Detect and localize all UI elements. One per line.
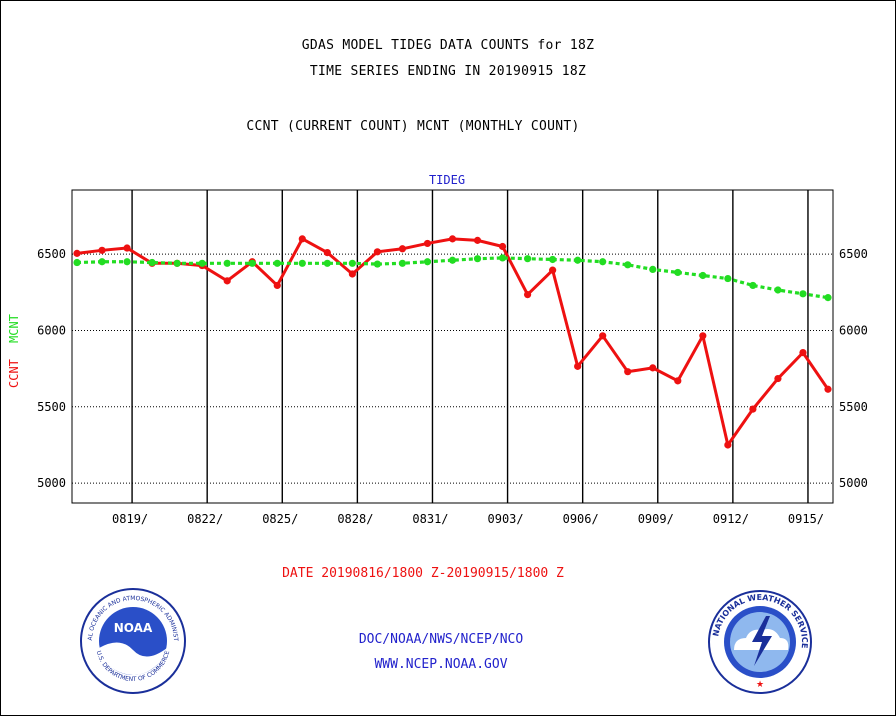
nws-logo: NATIONAL WEATHER SERVICE ★ <box>708 590 812 694</box>
data-point-ccnt <box>273 281 281 290</box>
series-line-mcnt <box>76 256 829 300</box>
ylabel-ccnt: CCNT <box>7 359 21 388</box>
chart-title-line1: GDAS MODEL TIDEG DATA COUNTS for 18Z <box>301 38 595 53</box>
data-point-ccnt <box>323 249 331 257</box>
data-point-mcnt <box>73 258 81 267</box>
data-point-mcnt <box>398 259 407 267</box>
x-tick-label: 0906/ <box>563 512 599 526</box>
data-point-mcnt <box>649 265 657 273</box>
y-tick-label-right: 5500 <box>839 400 868 414</box>
noaa-logo: NATIONAL OCEANIC AND ATMOSPHERIC ADMINIS… <box>80 588 186 694</box>
data-point-ccnt <box>373 248 382 256</box>
plot-area <box>71 189 834 504</box>
data-point-ccnt <box>674 377 682 385</box>
y-tick-label-right: 6500 <box>839 247 868 261</box>
y-tick-label-left: 6500 <box>37 247 66 261</box>
chart-title-line2: TIME SERIES ENDING IN 20190915 18Z <box>309 64 587 79</box>
data-point-mcnt <box>323 259 331 267</box>
y-tick-label-left: 5500 <box>37 400 66 414</box>
data-point-mcnt <box>498 254 507 262</box>
data-point-mcnt <box>523 255 532 263</box>
data-point-mcnt <box>549 255 557 264</box>
data-point-ccnt <box>599 332 607 340</box>
data-point-mcnt <box>123 258 131 266</box>
data-point-ccnt <box>298 235 306 243</box>
data-point-ccnt <box>398 245 407 253</box>
data-point-mcnt <box>423 258 432 266</box>
x-tick-label: 0831/ <box>412 512 448 526</box>
data-point-mcnt <box>473 255 482 263</box>
ylabel-mcnt: MCNT <box>7 314 21 343</box>
data-point-mcnt <box>273 259 281 267</box>
data-point-ccnt <box>223 277 231 285</box>
y-tick-label-right: 6000 <box>839 323 868 337</box>
grid-vertical <box>131 190 809 503</box>
series-line-ccnt <box>76 237 830 447</box>
footer-url: WWW.NCEP.NOAA.GOV <box>374 657 508 672</box>
data-point-ccnt <box>448 235 457 243</box>
x-tick-label: 0822/ <box>187 512 223 526</box>
data-point-mcnt <box>448 256 457 264</box>
data-point-ccnt <box>799 349 807 357</box>
data-point-mcnt <box>774 286 782 294</box>
data-point-mcnt <box>98 258 106 266</box>
data-point-mcnt <box>674 268 682 277</box>
grid-horizontal <box>72 253 833 484</box>
data-point-ccnt <box>774 374 782 383</box>
data-point-mcnt <box>298 259 306 267</box>
data-point-mcnt <box>173 259 181 267</box>
data-point-ccnt <box>649 364 657 372</box>
data-point-ccnt <box>348 270 356 278</box>
data-point-ccnt <box>498 242 507 251</box>
x-axis: 0819/0822/0825/0828/0831/0903/0906/0909/… <box>112 512 824 526</box>
y-tick-label-left: 5000 <box>37 476 66 490</box>
data-point-mcnt <box>699 271 707 280</box>
data-point-mcnt <box>348 259 356 267</box>
nws-star-icon: ★ <box>756 680 764 690</box>
chart-subtitle: CCNT (CURRENT COUNT) MCNT (MONTHLY COUNT… <box>246 119 580 134</box>
data-point-ccnt <box>824 385 832 393</box>
y-tick-label-left: 6000 <box>37 323 66 337</box>
data-point-mcnt <box>574 256 582 264</box>
data-point-ccnt <box>549 266 557 274</box>
data-point-mcnt <box>599 258 607 266</box>
data-point-ccnt <box>73 249 81 257</box>
y-axis-right: 5000 5500 6000 6500 <box>839 247 868 490</box>
data-point-mcnt <box>373 260 382 268</box>
x-tick-label: 0825/ <box>262 512 298 526</box>
data-point-ccnt <box>724 441 732 449</box>
data-point-mcnt <box>824 294 832 302</box>
data-point-ccnt <box>574 362 582 370</box>
x-tick-label: 0903/ <box>488 512 524 526</box>
series-layer <box>73 235 832 449</box>
data-point-mcnt <box>198 259 206 267</box>
y-axis-left: 5000 5500 6000 6500 <box>37 247 66 490</box>
noaa-center-text: NOAA <box>114 621 153 635</box>
data-point-ccnt <box>624 368 632 376</box>
data-point-mcnt <box>148 258 156 267</box>
data-point-ccnt <box>473 236 482 244</box>
data-point-ccnt <box>523 290 532 299</box>
x-tick-label: 0915/ <box>788 512 824 526</box>
x-tick-label: 0912/ <box>713 512 749 526</box>
data-point-mcnt <box>624 261 632 269</box>
data-point-ccnt <box>423 239 432 248</box>
panel-title: TIDEG <box>429 173 465 187</box>
x-tick-label: 0819/ <box>112 512 148 526</box>
data-point-mcnt <box>749 281 757 290</box>
data-point-ccnt <box>123 244 131 252</box>
data-point-mcnt <box>223 259 231 267</box>
data-point-ccnt <box>749 405 757 413</box>
y-tick-label-right: 5000 <box>839 476 868 490</box>
data-point-mcnt <box>248 259 256 267</box>
data-point-ccnt <box>98 246 106 254</box>
date-range: DATE 20190816/1800 Z-20190915/1800 Z <box>282 566 564 581</box>
x-tick-label: 0909/ <box>638 512 674 526</box>
footer-org: DOC/NOAA/NWS/NCEP/NCO <box>358 632 524 647</box>
data-point-mcnt <box>799 290 807 298</box>
data-point-ccnt <box>699 332 707 340</box>
x-tick-label: 0828/ <box>337 512 373 526</box>
data-point-mcnt <box>724 274 732 283</box>
